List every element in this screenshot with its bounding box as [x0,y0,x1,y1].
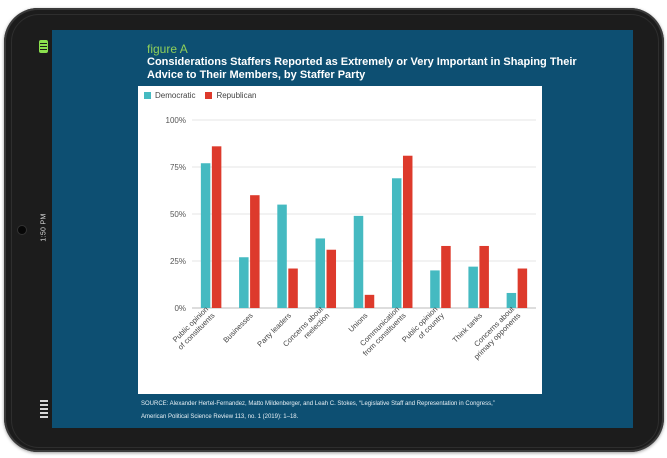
legend-item-republican: Republican [205,91,256,100]
y-tick-label: 50% [170,210,186,219]
bar-republican [517,268,528,308]
source-line-2: American Political Science Review 113, n… [141,414,299,420]
camera-icon [18,226,26,234]
battery-icon [39,40,48,53]
legend-swatch-republican [205,92,213,99]
legend-swatch-democratic [144,92,151,99]
x-tick-label: Businesses [221,311,255,345]
bar-republican [326,249,337,308]
bar-republican [402,155,413,308]
source-line-1: SOURCE: Alexander Hertel-Fernandez, Matt… [141,401,495,407]
source-note: SOURCE: Alexander Hertel-Fernandez, Matt… [141,398,621,424]
bar-democratic [391,178,402,308]
y-tick-label: 25% [170,257,186,266]
bar-democratic [353,215,364,308]
bar-democratic [506,292,517,308]
y-tick-label: 100% [166,116,186,125]
bar-democratic [430,270,440,308]
legend-label-democratic: Democratic [155,91,196,100]
signal-icon [40,400,48,418]
x-tick-label: Public opinionof country [400,305,446,351]
x-tick-label: Concerns aboutprimary opponents [466,304,523,361]
bar-republican [288,268,298,308]
bar-republican [250,195,260,308]
figure-label: figure A [147,42,188,56]
status-bar: 1:50 PM [38,36,50,421]
chart-panel: Democratic Republican 0% 25% 50% 75% 100% Pub… [138,86,542,394]
bar-republican [364,294,375,308]
legend-label-republican: Republican [216,91,257,100]
x-tick-label: Concerns aboutreelection [281,304,332,355]
bar-democratic [277,204,287,308]
figure-title: Considerations Staffers Reported as Extr… [147,56,577,81]
clock-text: 1:50 PM [40,213,48,242]
chart-legend: Democratic Republican [144,91,256,100]
tablet-bezel [11,14,659,448]
bar-republican [211,146,222,308]
bar-democratic [200,163,211,308]
bar-democratic [468,266,478,308]
bar-democratic [315,238,326,308]
legend-item-democratic: Democratic [144,91,195,100]
bar-democratic [239,257,249,308]
y-tick-label: 0% [174,304,186,313]
bar-republican [441,245,451,308]
y-tick-label: 75% [170,163,186,172]
bar-republican [479,245,489,308]
screen: figure A Considerations Staffers Reporte… [52,30,633,428]
x-tick-label: Unions [347,311,370,334]
bar-chart: 0%25%50%75%100%Public opinionof constitu… [166,116,536,361]
